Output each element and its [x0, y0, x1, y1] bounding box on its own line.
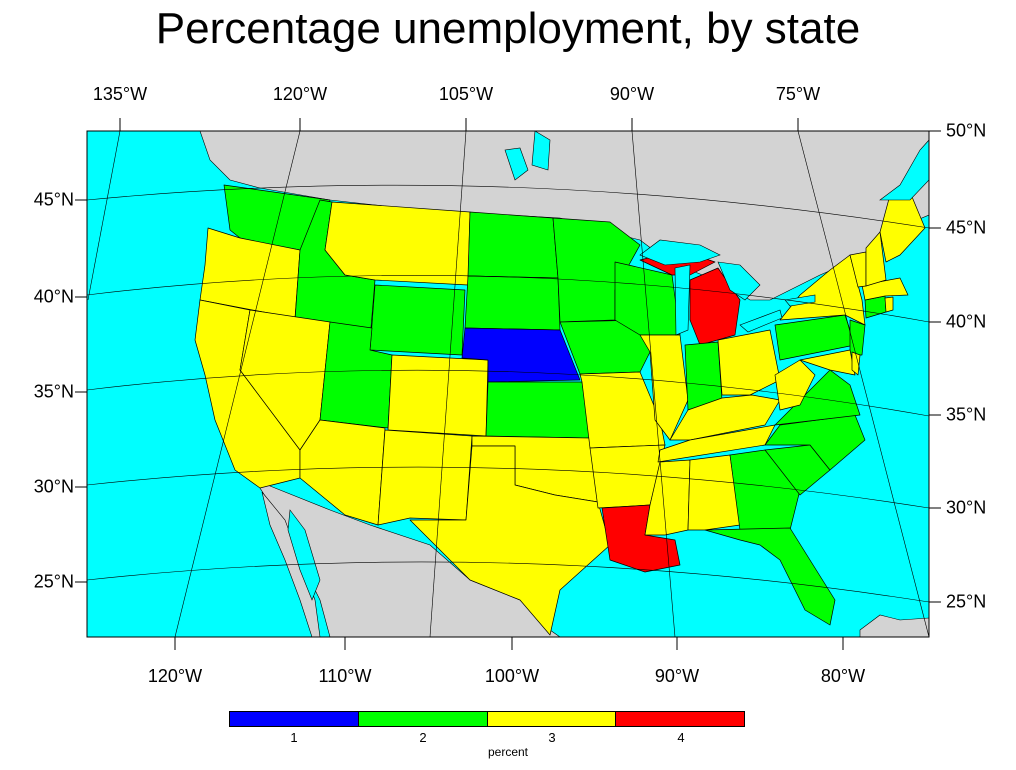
- lat-label-left: 35°N: [33, 381, 74, 402]
- lat-label-right: 50°N: [946, 120, 987, 141]
- legend-swatch-1: [230, 712, 358, 726]
- lake-ontario: [784, 294, 816, 307]
- lake-erie: [739, 309, 783, 333]
- lat-label-right: 25°N: [946, 591, 987, 612]
- state-michigan-lower: [689, 267, 741, 346]
- map-frame: [86, 130, 930, 638]
- lon-label-top: 90°W: [609, 84, 655, 104]
- state-kansas: [485, 381, 591, 439]
- graticule: [87, 131, 929, 637]
- lat-label-right: 30°N: [946, 497, 987, 518]
- lake-superior: [639, 239, 721, 266]
- lake-michigan: [674, 264, 691, 336]
- lon-label-bottom: 120°W: [147, 666, 203, 686]
- legend-tick-label: 2: [419, 730, 427, 745]
- state-delaware: [851, 351, 861, 376]
- lat-label-right: 40°N: [946, 311, 987, 332]
- legend-swatch-4: [615, 712, 744, 726]
- state-montana: [324, 201, 471, 286]
- lake-huron: [717, 261, 761, 301]
- state-west-virginia: [774, 359, 816, 411]
- lon-label-bottom: 80°W: [820, 666, 866, 686]
- state-north-carolina: [764, 414, 866, 471]
- gulf-st-lawrence: [879, 139, 929, 201]
- lat-label-right: 35°N: [946, 404, 987, 425]
- state-ohio: [717, 329, 781, 396]
- lon-label-top: 135°W: [92, 84, 148, 104]
- lon-label-top: 105°W: [438, 84, 494, 104]
- state-new-hampshire: [865, 231, 887, 287]
- lat-label-left: 25°N: [33, 571, 74, 592]
- legend-tick-label: 1: [290, 730, 298, 745]
- lon-label-bottom: 100°W: [484, 666, 540, 686]
- lat-label-left: 45°N: [33, 189, 74, 210]
- state-north-dakota: [467, 211, 559, 279]
- lon-label-bottom: 90°W: [654, 666, 700, 686]
- legend-unit-label: percent: [487, 745, 529, 759]
- color-bar-legend: [229, 711, 745, 727]
- legend-swatch-2: [357, 712, 487, 726]
- legend-tick-label: 3: [548, 730, 556, 745]
- state-colorado: [387, 354, 489, 437]
- lat-label-left: 30°N: [33, 476, 74, 497]
- state-maryland: [799, 349, 856, 376]
- lon-label-bottom: 110°W: [318, 666, 372, 686]
- state-arizona: [299, 419, 386, 526]
- legend-swatch-3: [486, 712, 616, 726]
- lat-label-right: 45°N: [946, 217, 987, 238]
- state-texas: [409, 445, 611, 636]
- gulf-california: [287, 509, 321, 601]
- lon-label-top: 120°W: [272, 84, 328, 104]
- cuba-land: [859, 614, 929, 637]
- state-new-mexico: [377, 429, 473, 526]
- state-alabama: [687, 454, 741, 531]
- state-tennessee: [657, 424, 776, 463]
- page-title: Percentage unemployment, by state: [155, 4, 861, 53]
- state-rhode-island: [884, 296, 894, 313]
- lon-label-top: 75°W: [775, 84, 821, 104]
- tick-marks: [75, 118, 941, 650]
- legend-tick-label: 4: [677, 730, 685, 745]
- state-florida: [704, 527, 836, 626]
- state-south-dakota: [464, 275, 561, 331]
- james-bay: [531, 131, 551, 171]
- hudson-bay-inlet: [504, 147, 529, 181]
- state-new-jersey: [849, 319, 866, 356]
- lat-label-left: 40°N: [33, 286, 74, 307]
